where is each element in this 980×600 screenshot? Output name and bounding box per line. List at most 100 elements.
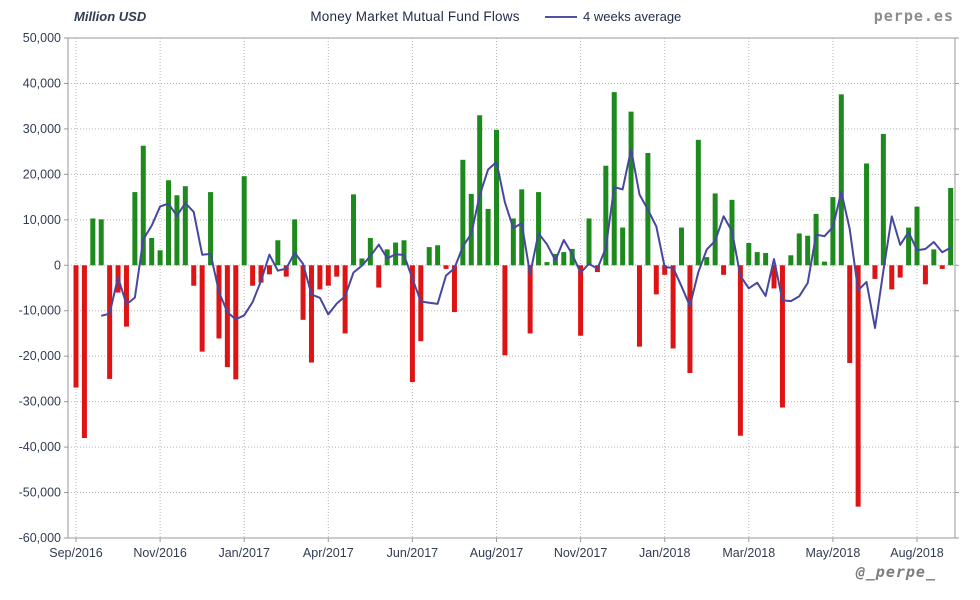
flow-bar-positive (98, 219, 104, 266)
flow-bar-negative (191, 265, 197, 286)
flow-bar-negative (737, 265, 743, 436)
flow-bar-positive (241, 176, 247, 266)
flow-bar-negative (123, 265, 129, 327)
flow-bar-positive (208, 192, 214, 266)
flow-bar-positive (914, 206, 920, 266)
flow-bar-negative (81, 265, 87, 438)
flow-bar-positive (426, 247, 432, 266)
flow-bar-positive (611, 92, 617, 266)
flow-bar-positive (628, 111, 634, 266)
flow-bar-positive (788, 255, 794, 266)
y-tick-label: -20,000 (19, 349, 61, 363)
flow-bar-negative (847, 265, 853, 363)
flow-bar-positive (830, 197, 836, 266)
x-tick-label: May/2018 (805, 546, 860, 560)
flow-bar-positive (712, 193, 718, 266)
flow-bar-positive (695, 139, 701, 266)
y-tick-label: 40,000 (23, 76, 61, 90)
flow-bar-negative (779, 265, 785, 408)
flow-bar-negative (502, 265, 508, 356)
flow-bar-positive (704, 257, 710, 266)
flow-bar-positive (132, 192, 138, 266)
flow-bar-negative (376, 265, 382, 288)
flow-bar-negative (233, 265, 239, 380)
flow-bar-positive (805, 235, 811, 266)
x-tick-label: Sep/2016 (49, 546, 103, 560)
flow-bar-negative (107, 265, 113, 379)
flow-bar-positive (359, 258, 365, 266)
flow-bar-negative (73, 265, 79, 388)
flow-bar-positive (796, 233, 802, 266)
flow-bar-negative (922, 265, 928, 285)
legend-label: 4 weeks average (583, 9, 682, 24)
plot-border (67, 37, 956, 539)
flow-bar-negative (300, 265, 306, 320)
flow-bar-negative (308, 265, 314, 363)
flow-bar-positive (140, 145, 146, 266)
flow-bar-positive (157, 250, 163, 266)
flow-bar-positive (149, 238, 155, 266)
flow-bar-positive (494, 129, 499, 266)
flow-bar-negative (224, 265, 230, 368)
flow-bar-positive (763, 253, 769, 266)
flow-bar-positive (367, 238, 373, 266)
y-tick-label: 20,000 (23, 167, 61, 181)
flow-bar-negative (418, 265, 424, 342)
flow-bar-positive (544, 262, 550, 266)
legend-line-swatch (545, 15, 577, 18)
flow-bar-positive (292, 219, 298, 266)
flow-bar-positive (931, 249, 937, 266)
flow-bar-negative (409, 265, 415, 383)
x-tick-label: Mar/2018 (722, 546, 775, 560)
flow-bar-positive (510, 218, 516, 266)
y-tick-label: -40,000 (19, 440, 61, 454)
flow-bar-negative (670, 265, 676, 349)
x-tick-label: Jan/2017 (218, 546, 269, 560)
flow-bar-positive (679, 227, 685, 266)
x-tick-label: Aug/2017 (470, 546, 524, 560)
flow-bar-negative (266, 265, 272, 275)
flow-bar-positive (864, 163, 870, 266)
y-tick-label: -50,000 (19, 486, 61, 500)
watermark-site: perpe.es (873, 7, 954, 25)
chart-title: Money Market Mutual Fund Flows (310, 9, 520, 24)
flow-bar-negative (283, 265, 289, 277)
flow-bar-positive (603, 165, 609, 266)
flow-bar-negative (687, 265, 693, 373)
flow-bar-negative (258, 265, 264, 283)
flow-bar-negative (216, 265, 222, 339)
flow-bar-positive (460, 159, 466, 266)
x-tick-label: Jun/2017 (387, 546, 438, 560)
flow-bar-negative (897, 265, 903, 278)
y-tick-label: 30,000 (23, 122, 61, 136)
flow-bar-negative (662, 265, 668, 275)
flow-bar-negative (317, 265, 323, 290)
twitter-handle: @_perpe_ (855, 563, 936, 581)
flow-bar-negative (721, 265, 727, 275)
x-tick-label: Apr/2017 (303, 546, 354, 560)
flow-bar-negative (250, 265, 256, 286)
flow-bar-negative (334, 265, 340, 277)
flow-bar-positive (90, 218, 96, 266)
x-tick-label: Aug/2018 (890, 546, 944, 560)
y-tick-label: 0 (54, 258, 61, 272)
flow-bar-positive (746, 243, 752, 266)
flow-bar-negative (939, 265, 945, 269)
flow-bar-positive (401, 240, 407, 266)
flow-bar-negative (872, 265, 878, 279)
y-tick-label: 10,000 (23, 213, 61, 227)
flow-bar-positive (906, 227, 912, 266)
flow-bar-positive (174, 195, 180, 266)
flow-bar-negative (451, 265, 457, 313)
y-tick-label: -30,000 (19, 395, 61, 409)
flow-bar-positive (485, 208, 491, 266)
flow-bar-negative (653, 265, 659, 295)
flow-bar-negative (771, 265, 777, 289)
legend: 4 weeks average (545, 9, 681, 24)
flow-bar-negative (199, 265, 205, 352)
x-tick-label: Nov/2016 (133, 546, 187, 560)
flow-bar-positive (754, 252, 760, 266)
average-line (100, 148, 952, 329)
flow-bar-positive (838, 94, 844, 266)
